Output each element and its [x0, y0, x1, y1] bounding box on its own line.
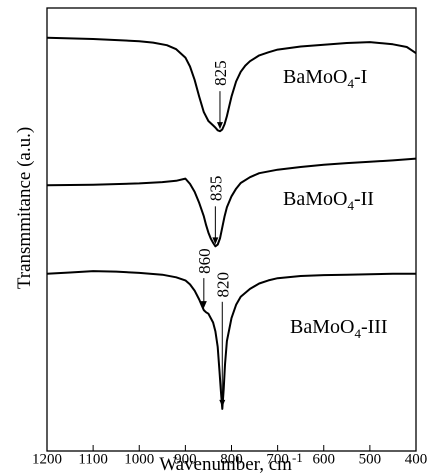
peak-annotation-825: 825: [211, 60, 230, 130]
x-axis-ticks: 1200 1100 1000 900 800 700 600 500 400: [32, 445, 427, 468]
series-label-1: BaMoO4-I: [283, 66, 367, 91]
x-tick-label-700: 700: [266, 452, 289, 468]
peak-arrowhead-835: [212, 237, 219, 245]
peak-annotation-860: 860: [195, 248, 214, 309]
series-label-3: BaMoO4-III: [290, 316, 388, 341]
x-tick-label-1000: 1000: [124, 452, 154, 468]
x-axis-title: Wavenumber, cm-1: [159, 450, 303, 474]
series-line-3: [46, 270, 416, 410]
series-label-2: BaMoO4-II: [283, 188, 374, 213]
x-tick-label-900: 900: [174, 452, 197, 468]
series-line-2: [46, 157, 417, 248]
x-tick-label-1100: 1100: [78, 452, 107, 468]
peak-label-825: 825: [211, 60, 230, 86]
x-tick-label-800: 800: [220, 452, 243, 468]
x-tick-label-500: 500: [359, 452, 382, 468]
series-curves: [46, 36, 417, 410]
peak-annotation-820: 820: [213, 272, 232, 407]
peak-annotation-835: 835: [206, 176, 225, 245]
x-tick-label-400: 400: [405, 452, 428, 468]
peak-arrowhead-820: [219, 399, 226, 407]
peak-label-835: 835: [206, 176, 225, 202]
series-labels: BaMoO4-I BaMoO4-II BaMoO4-III: [283, 66, 388, 341]
peak-arrowhead-860: [200, 301, 207, 309]
y-axis-title: Transmmitance (a.u.): [14, 127, 35, 289]
peak-label-860: 860: [195, 248, 214, 274]
peak-arrowhead-825: [216, 122, 223, 130]
series-line-1: [46, 36, 417, 133]
x-tick-label-1200: 1200: [32, 452, 62, 468]
peak-label-820: 820: [213, 272, 232, 298]
x-tick-label-600: 600: [313, 452, 336, 468]
